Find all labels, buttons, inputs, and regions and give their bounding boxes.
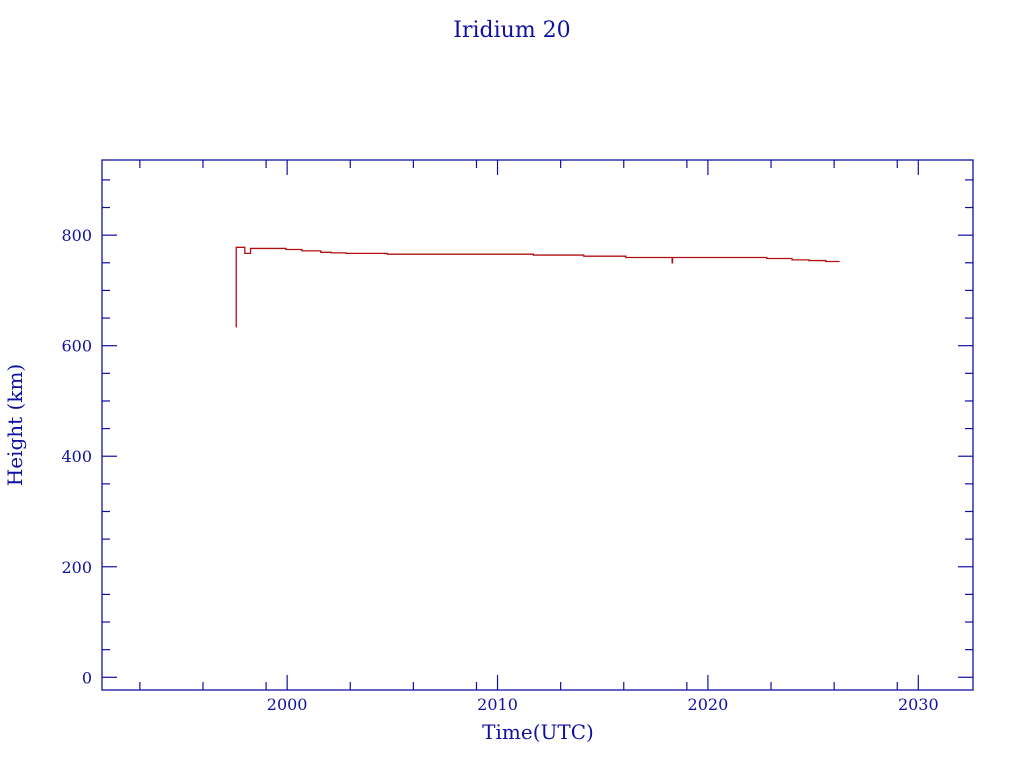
y-tick-label: 600: [61, 337, 92, 356]
y-tick-label: 0: [82, 668, 92, 687]
plot-frame: [101, 159, 974, 691]
x-axis-label: Time(UTC): [482, 720, 594, 744]
x-tick-label: 2000: [267, 695, 308, 714]
series-line: [235, 246, 840, 328]
x-tick-label: 2030: [898, 695, 939, 714]
y-tick-label: 400: [61, 447, 92, 466]
y-axis-label: Height (km): [3, 364, 27, 486]
x-tick-label: 2020: [688, 695, 729, 714]
chart-title: Iridium 20: [453, 18, 570, 43]
axis-ticks: [102, 160, 973, 690]
y-tick-label: 800: [61, 226, 92, 245]
tick-labels: 2000 2010 2020 2030 0 200 400 600 800: [61, 226, 938, 714]
y-tick-label: 200: [61, 558, 92, 577]
x-tick-label: 2010: [477, 695, 518, 714]
